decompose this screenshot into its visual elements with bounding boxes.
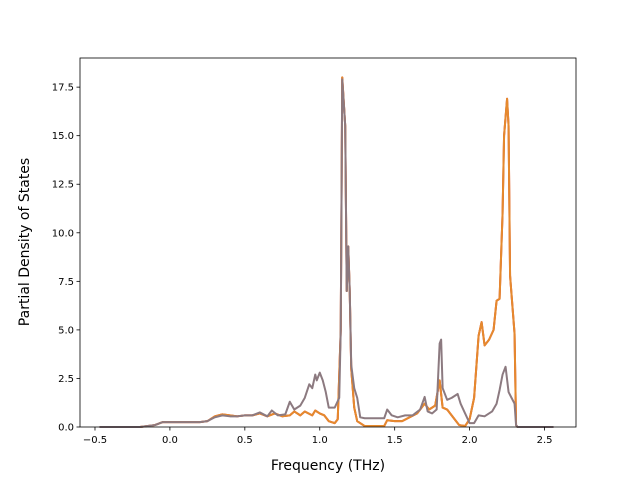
x-tick-label: 1.0 (312, 435, 328, 446)
y-tick-label: 2.5 (58, 374, 74, 385)
y-tick-label: 12.5 (52, 180, 74, 191)
series-line-2 (99, 76, 554, 428)
y-axis: 0.0 2.5 5.0 7.5 10.0 12.5 15.0 17.5 (52, 83, 80, 434)
y-tick-label: 10.0 (52, 228, 74, 239)
y-tick-label: 15.0 (52, 131, 74, 142)
x-axis: −0.5 0.0 0.5 1.0 1.5 2.0 2.5 (83, 427, 553, 446)
x-tick-label: 0.5 (237, 435, 253, 446)
series-line-1 (99, 76, 554, 428)
x-tick-label: 0.0 (162, 435, 178, 446)
y-tick-label: 17.5 (52, 83, 74, 94)
x-axis-label: Frequency (THz) (271, 458, 385, 474)
x-tick-label: −0.5 (83, 435, 107, 446)
y-tick-label: 5.0 (58, 325, 74, 336)
x-tick-label: 1.5 (387, 435, 403, 446)
plot-frame (79, 57, 577, 428)
plot-series-group (99, 76, 554, 428)
y-tick-label: 7.5 (58, 277, 74, 288)
y-axis-label: Partial Density of States (17, 158, 33, 326)
x-tick-label: 2.5 (537, 435, 553, 446)
series-line-3 (99, 78, 554, 428)
y-tick-label: 0.0 (58, 423, 74, 434)
x-tick-label: 2.0 (462, 435, 478, 446)
